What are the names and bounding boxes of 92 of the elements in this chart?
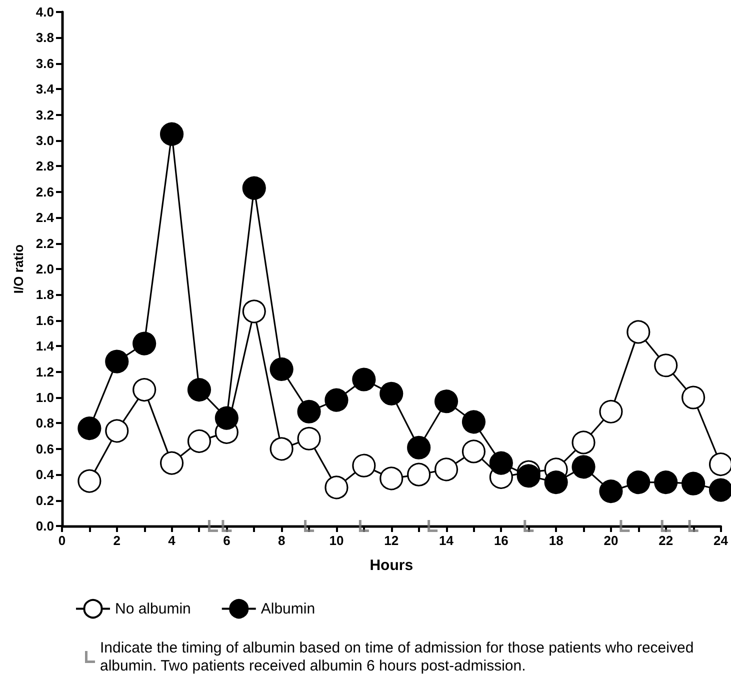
y-tick-label: 3.2 (36, 107, 54, 122)
point (407, 462, 431, 486)
point (626, 320, 650, 344)
point (660, 520, 671, 532)
point (489, 451, 513, 475)
point (682, 472, 706, 496)
point (160, 451, 184, 475)
point (428, 520, 438, 532)
point (304, 520, 314, 532)
point (599, 480, 623, 504)
y-tick-label: 3.4 (36, 82, 55, 97)
y-tick-label: 1.8 (36, 287, 54, 302)
point (324, 476, 348, 500)
y-tick-label: 3.0 (36, 133, 54, 148)
point (187, 429, 212, 453)
x-tick-label: 8 (278, 533, 286, 548)
point (682, 386, 706, 410)
point (242, 176, 266, 200)
y-tick-label: 0.2 (36, 492, 54, 508)
y-tick-label: 3.8 (36, 30, 54, 46)
point (626, 470, 650, 494)
point (654, 354, 678, 378)
x-tick-label: 22 (658, 533, 674, 548)
point (132, 378, 156, 402)
point (654, 470, 678, 494)
point (380, 382, 404, 406)
point (358, 520, 369, 532)
point (516, 464, 540, 488)
y-tick-label: 2.8 (36, 158, 54, 174)
point (78, 469, 102, 493)
point (572, 455, 596, 479)
point (105, 419, 129, 443)
point (222, 520, 232, 532)
x-axis-title: Hours (370, 557, 414, 574)
point (352, 368, 376, 392)
x-tick-label: 20 (604, 533, 618, 548)
x-tick-label: 16 (494, 533, 508, 548)
point (708, 478, 731, 502)
point (524, 520, 534, 532)
point (208, 520, 218, 532)
point (620, 520, 630, 532)
point (270, 437, 294, 461)
point (462, 440, 486, 464)
x-tick-label: 0 (58, 533, 66, 548)
y-axis-title: I/O ratio (11, 244, 26, 294)
x-tick-label: 12 (384, 533, 399, 548)
legend-label: Albumin (260, 600, 316, 618)
point (105, 350, 129, 374)
x-tick-label: 2 (113, 533, 121, 548)
legend-label: Indicate the timing of albumin based on time of admission for those patients who received albumin. Two patients received albumin 6 hours post-admission. (100, 640, 698, 674)
point (380, 466, 404, 490)
point (407, 436, 431, 460)
x-tick-label: 4 (168, 533, 176, 548)
x-tick-label: 18 (548, 533, 564, 548)
x-tick-label: 6 (223, 533, 230, 548)
point (78, 416, 102, 440)
y-tick-label: 1.6 (36, 312, 54, 328)
point (270, 357, 294, 382)
x-tick-label: 10 (329, 533, 344, 548)
y-tick-label: 0.6 (36, 441, 54, 456)
point (708, 452, 731, 476)
y-tick-label: 2.4 (36, 210, 55, 226)
point (324, 388, 348, 412)
y-tick-label: 2.2 (36, 236, 54, 251)
y-tick-label: 1.4 (36, 338, 55, 354)
x-tick-label: 24 (714, 533, 729, 548)
point (214, 406, 238, 430)
point (160, 122, 184, 146)
y-tick-label: 1.0 (36, 390, 54, 405)
y-tick-label: 0.4 (36, 467, 55, 482)
y-tick-label: 0.0 (36, 518, 54, 534)
point (297, 400, 321, 424)
point (352, 454, 376, 478)
point (132, 332, 156, 356)
y-tick-label: 0.8 (36, 416, 54, 431)
point (462, 410, 486, 434)
point (434, 458, 458, 482)
point (688, 520, 698, 532)
y-tick-label: 4.0 (36, 4, 54, 20)
point (187, 378, 212, 402)
y-tick-label: 1.2 (36, 364, 54, 380)
point (599, 400, 623, 424)
y-tick-label: 2.6 (36, 184, 54, 200)
y-tick-label: 3.6 (36, 56, 54, 71)
legend-label: No albumin (115, 600, 191, 618)
point (242, 300, 266, 324)
point (572, 430, 596, 454)
point (544, 470, 568, 494)
point (297, 426, 321, 450)
x-tick-label: 14 (439, 533, 454, 548)
point (434, 390, 458, 414)
y-tick-label: 2.0 (36, 262, 54, 276)
